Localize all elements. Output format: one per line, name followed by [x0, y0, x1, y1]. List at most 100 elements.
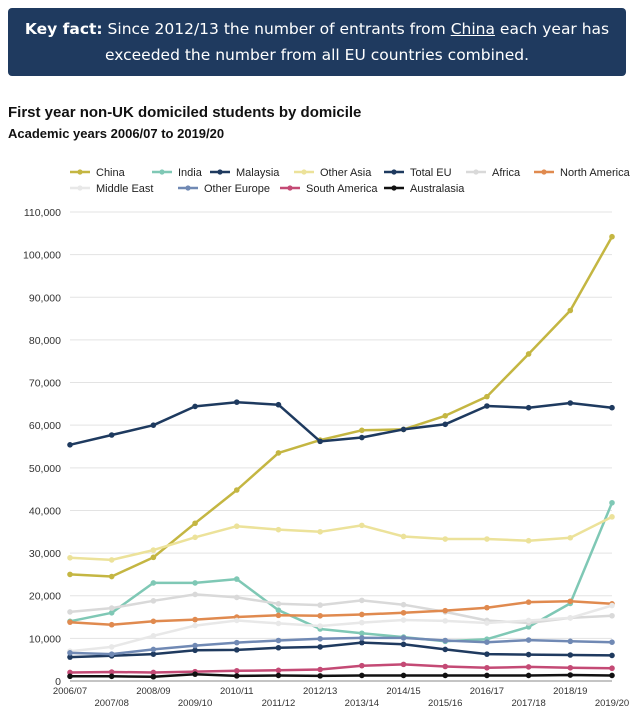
data-point [150, 646, 157, 653]
data-point [567, 672, 574, 678]
legend-entry: North America [560, 167, 631, 179]
data-point [317, 623, 323, 629]
legend-marker [185, 185, 191, 191]
data-point [192, 403, 198, 410]
data-point [442, 618, 449, 624]
data-point [609, 404, 615, 411]
data-point [525, 651, 532, 658]
data-point [233, 487, 240, 493]
data-point [525, 599, 532, 605]
data-point [609, 652, 615, 659]
data-point [233, 673, 240, 679]
data-point [275, 672, 282, 679]
data-point [567, 400, 574, 406]
y-tick-label: 50,000 [29, 463, 61, 475]
data-point [567, 307, 574, 314]
key-fact-text: Key fact: Since 2012/13 the number of en… [18, 16, 616, 68]
legend-entry: Total EU [410, 167, 452, 179]
data-point [359, 619, 365, 626]
data-point [400, 533, 407, 540]
data-point [442, 637, 449, 644]
data-point [442, 672, 449, 679]
data-point [359, 635, 365, 641]
series-line [69, 236, 614, 578]
series-line [69, 636, 613, 656]
legend-entry: India [178, 167, 203, 179]
y-tick-label: 100,000 [23, 250, 61, 262]
data-point [400, 601, 407, 608]
legend-entry: Other Asia [320, 167, 372, 179]
data-point [609, 612, 615, 619]
data-point [67, 609, 73, 615]
data-point [442, 536, 449, 542]
x-tick-label: 2014/15 [386, 686, 420, 697]
legend-marker [301, 169, 307, 175]
data-point [484, 536, 490, 542]
legend-marker [541, 169, 547, 175]
series-line [69, 515, 613, 562]
data-point [67, 619, 73, 625]
data-point [359, 639, 365, 646]
data-point [609, 233, 615, 240]
series-line [70, 672, 613, 678]
key-fact-text-2: each year has exceeded the number from a… [104, 20, 610, 64]
data-point [108, 651, 115, 657]
data-point [233, 576, 240, 582]
data-point [317, 635, 323, 642]
legend-marker [159, 169, 165, 175]
x-tick-label: 2009/10 [178, 698, 212, 709]
data-point [108, 669, 115, 675]
data-point [67, 650, 73, 656]
y-tick-label: 70,000 [29, 378, 61, 390]
data-point [233, 523, 240, 530]
data-point [192, 622, 198, 629]
data-point [275, 612, 282, 619]
data-point [317, 602, 323, 608]
data-point [192, 671, 198, 677]
china-link[interactable]: China [450, 20, 495, 38]
data-point [317, 673, 323, 679]
data-point [567, 652, 574, 658]
data-point [567, 664, 574, 671]
series-line [69, 600, 613, 626]
data-point [484, 604, 490, 611]
data-point [150, 618, 157, 625]
y-tick-label: 60,000 [29, 420, 61, 432]
data-point [275, 607, 282, 614]
data-point [275, 644, 282, 651]
data-point [359, 427, 365, 434]
data-point [525, 672, 532, 679]
legend-marker [287, 185, 293, 191]
data-point [567, 534, 574, 541]
data-point [108, 644, 115, 650]
data-point [192, 616, 198, 623]
data-point [192, 647, 198, 654]
data-point [150, 554, 157, 561]
data-point [317, 666, 323, 673]
legend-entry: South America [306, 183, 378, 195]
data-point [192, 520, 198, 527]
data-point [400, 641, 407, 648]
data-point [67, 441, 73, 448]
data-point [150, 580, 157, 586]
data-point [192, 580, 198, 586]
x-tick-label: 2012/13 [303, 686, 337, 697]
data-point [525, 637, 532, 643]
x-tick-label: 2017/18 [511, 698, 545, 709]
data-point [442, 663, 449, 670]
data-point [359, 597, 365, 604]
x-tick-label: 2018/19 [553, 686, 587, 697]
data-point [484, 639, 490, 646]
data-point [442, 421, 449, 428]
key-fact-label: Key fact: [24, 20, 103, 38]
data-point [150, 422, 157, 428]
data-point [150, 633, 157, 639]
data-point [442, 413, 449, 419]
y-tick-label: 80,000 [29, 335, 61, 347]
key-fact-banner: Key fact: Since 2012/13 the number of en… [8, 8, 626, 76]
x-tick-label: 2007/08 [95, 698, 129, 709]
data-point [525, 617, 532, 624]
data-point [609, 672, 615, 679]
y-tick-label: 10,000 [29, 633, 61, 645]
data-point [233, 594, 240, 601]
